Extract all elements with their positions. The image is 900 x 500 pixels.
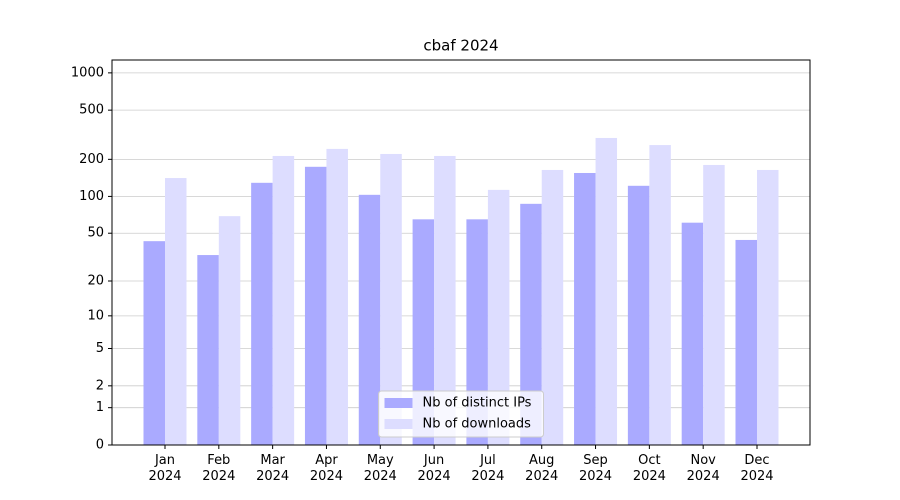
bar xyxy=(165,178,187,446)
x-tick-label: May 2024 xyxy=(363,453,397,484)
y-tick-label: 50 xyxy=(87,226,104,241)
bar xyxy=(326,148,348,445)
x-tick-label: Feb 2024 xyxy=(202,453,236,484)
bar xyxy=(218,216,241,445)
y-tick-label: 10 xyxy=(87,308,104,323)
y-tick-label: 0 xyxy=(96,438,104,453)
legend-swatch xyxy=(384,398,413,408)
bar xyxy=(574,172,596,445)
x-tick-label: Apr 2024 xyxy=(309,453,343,484)
legend-swatch xyxy=(384,419,413,429)
y-tick-label: 200 xyxy=(79,152,104,167)
legend-box xyxy=(378,390,544,438)
chart-title: cbaf 2024 xyxy=(423,37,498,55)
x-tick-label: Dec 2024 xyxy=(740,453,774,484)
bar xyxy=(251,182,273,445)
x-tick-label: Nov 2024 xyxy=(686,453,720,484)
x-tick-label: Jan 2024 xyxy=(148,453,182,484)
bar xyxy=(681,222,704,445)
bar xyxy=(487,189,510,445)
x-tick-label: Mar 2024 xyxy=(256,453,290,484)
bar xyxy=(627,185,650,446)
bar xyxy=(412,219,435,445)
bar xyxy=(466,219,488,445)
bar xyxy=(649,145,671,446)
y-tick-label: 500 xyxy=(79,103,104,118)
legend: Nb of distinct IPs Nb of downloads xyxy=(378,390,544,438)
bar xyxy=(541,169,564,446)
bar xyxy=(735,239,757,445)
y-tick-label: 1000 xyxy=(71,65,104,80)
y-tick-label: 1 xyxy=(96,400,104,415)
bar xyxy=(595,137,618,445)
bar xyxy=(703,164,725,445)
bar xyxy=(520,203,542,445)
plot-frame xyxy=(111,59,811,446)
x-tick-label: Jul 2024 xyxy=(471,453,505,484)
bar xyxy=(304,166,327,445)
x-tick-label: Sep 2024 xyxy=(578,453,613,484)
bar xyxy=(272,155,295,445)
x-tick-label: Oct 2024 xyxy=(632,453,666,484)
y-tick-label: 2 xyxy=(96,378,104,393)
y-tick-label: 100 xyxy=(79,189,104,204)
x-tick-label: Jun 2024 xyxy=(417,453,451,484)
bar xyxy=(143,241,165,445)
bar xyxy=(380,153,402,446)
y-tick-label: 5 xyxy=(96,341,104,356)
bar xyxy=(358,194,381,445)
x-tick-label: Aug 2024 xyxy=(525,453,559,484)
legend-label: Nb of downloads xyxy=(423,417,532,432)
bar xyxy=(197,255,219,445)
bar xyxy=(757,169,779,446)
y-tick-label: 20 xyxy=(87,274,104,289)
bar xyxy=(434,155,456,445)
legend-label: Nb of distinct IPs xyxy=(423,396,532,411)
